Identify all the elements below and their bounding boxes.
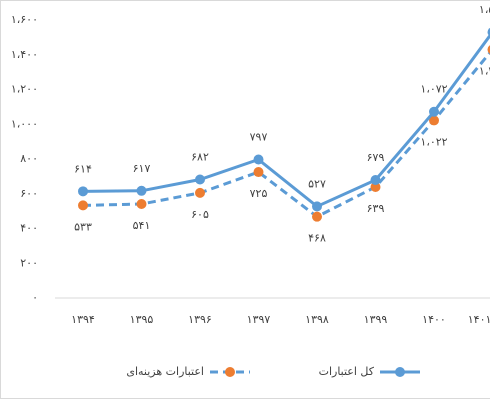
data-label: ۱،۵۳۰ [479, 3, 490, 16]
data-label: ۶۰۵ [191, 208, 209, 221]
data-label: ۵۳۳ [74, 220, 92, 233]
data-label: ۶۱۷ [133, 162, 151, 175]
data-point [370, 181, 381, 192]
legend-marker [395, 367, 405, 377]
data-point [253, 154, 264, 165]
y-tick-label: ۱،۰۰۰ [11, 117, 38, 130]
y-tick-label: ۰ [32, 291, 38, 304]
data-label: ۶۳۹ [367, 202, 385, 215]
data-point [136, 185, 147, 196]
x-tick-label: ۱۳۹۸ [305, 313, 329, 326]
data-label: ۷۲۵ [250, 187, 268, 200]
x-tick-label: ۱۴۰۰ [422, 313, 446, 326]
data-point [370, 175, 381, 186]
y-tick-label: ۸۰۰ [20, 152, 38, 165]
data-label: ۵۴۱ [133, 219, 151, 232]
y-tick-label: ۶۰۰ [20, 187, 38, 200]
data-point [312, 211, 322, 222]
data-point [487, 27, 490, 37]
x-tick-label: ۱۳۹۹ [364, 313, 388, 326]
series-line [82, 33, 490, 209]
y-tick-label: ۲۰۰ [20, 256, 38, 269]
data-label: ۱،۰۷۲ [420, 83, 447, 96]
data-point [195, 187, 205, 198]
data-label: ۷۹۷ [250, 131, 268, 144]
data-point [487, 45, 490, 54]
legend-label: کل اعتبارات [319, 365, 375, 378]
data-point [429, 115, 439, 126]
data-label: ۵۲۷ [308, 177, 326, 190]
data-point [195, 174, 205, 185]
data-point [312, 201, 322, 212]
y-tick-label: ۱،۴۰۰ [11, 48, 38, 61]
y-tick-label: ۴۰۰ [20, 222, 38, 235]
series-line [82, 50, 490, 219]
y-tick-label: ۱،۶۰۰ [11, 13, 38, 26]
x-tick-label: ۱۳۹۷ [247, 313, 271, 326]
legend-label: اعتبارات هزینه‌ای [126, 365, 204, 378]
data-point [136, 199, 147, 210]
x-tick-label: ۱۳۹۴ [71, 313, 95, 326]
data-label: ۶۱۴ [74, 162, 92, 175]
y-tick-label: ۱،۲۰۰ [11, 83, 38, 96]
legend-marker [225, 367, 235, 377]
x-tick-label: ۱۳۹۶ [188, 313, 212, 326]
data-label: ۶۷۹ [367, 151, 385, 164]
data-label: ۱،۴۳۰ [479, 65, 490, 78]
x-tick-label: ۱۳۹۵ [130, 313, 154, 326]
data-label: ۱،۰۲۲ [420, 135, 447, 148]
data-label: ۶۸۲ [191, 151, 209, 164]
data-point [78, 200, 88, 211]
x-tick-label: لایحه ۱۴۰۱ [468, 313, 490, 326]
data-point [78, 186, 88, 197]
data-label: ۴۶۸ [308, 232, 326, 245]
data-point [253, 167, 264, 178]
data-point [429, 106, 439, 117]
